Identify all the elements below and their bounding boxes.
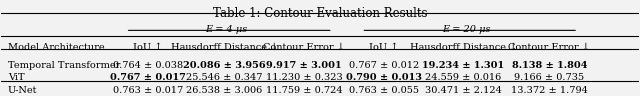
Text: 11.230 ± 0.323: 11.230 ± 0.323 (266, 73, 342, 82)
Text: 13.372 ± 1.794: 13.372 ± 1.794 (511, 86, 588, 95)
Text: 0.763 ± 0.055: 0.763 ± 0.055 (349, 86, 419, 95)
Text: 9.917 ± 3.001: 9.917 ± 3.001 (266, 61, 342, 70)
Text: Table 1: Contour Evaluation Results: Table 1: Contour Evaluation Results (212, 7, 428, 20)
Text: Hausdorff Distance ↓: Hausdorff Distance ↓ (171, 43, 278, 52)
Text: 25.546 ± 0.347: 25.546 ± 0.347 (186, 73, 262, 82)
Text: U-Net: U-Net (8, 86, 37, 95)
Text: 0.763 ± 0.017: 0.763 ± 0.017 (113, 86, 183, 95)
Text: 20.086 ± 3.956: 20.086 ± 3.956 (183, 61, 266, 70)
Text: 19.234 ± 1.301: 19.234 ± 1.301 (422, 61, 504, 70)
Text: E = 20 μs: E = 20 μs (442, 25, 491, 34)
Text: 11.759 ± 0.724: 11.759 ± 0.724 (266, 86, 342, 95)
Text: ViT: ViT (8, 73, 24, 82)
Text: 9.166 ± 0.735: 9.166 ± 0.735 (515, 73, 584, 82)
Text: E = 4 μs: E = 4 μs (205, 25, 247, 34)
Text: 0.764 ± 0.038: 0.764 ± 0.038 (113, 61, 183, 70)
Text: IoU ↑: IoU ↑ (369, 43, 399, 52)
Text: Hausdorff Distance ↓: Hausdorff Distance ↓ (410, 43, 517, 52)
Text: Temporal Transformer: Temporal Transformer (8, 61, 120, 70)
Text: 26.538 ± 3.006: 26.538 ± 3.006 (186, 86, 262, 95)
Text: Model Architecture: Model Architecture (8, 43, 104, 52)
Text: 30.471 ± 2.124: 30.471 ± 2.124 (425, 86, 502, 95)
Text: 8.138 ± 1.804: 8.138 ± 1.804 (511, 61, 587, 70)
Text: 0.790 ± 0.013: 0.790 ± 0.013 (346, 73, 422, 82)
Text: Contour Error ↓: Contour Error ↓ (263, 43, 345, 52)
Text: Contour Error ↓: Contour Error ↓ (508, 43, 590, 52)
Text: 0.767 ± 0.017: 0.767 ± 0.017 (110, 73, 186, 82)
Text: 0.767 ± 0.012: 0.767 ± 0.012 (349, 61, 419, 70)
Text: 24.559 ± 0.016: 24.559 ± 0.016 (425, 73, 502, 82)
Text: IoU ↑: IoU ↑ (133, 43, 163, 52)
